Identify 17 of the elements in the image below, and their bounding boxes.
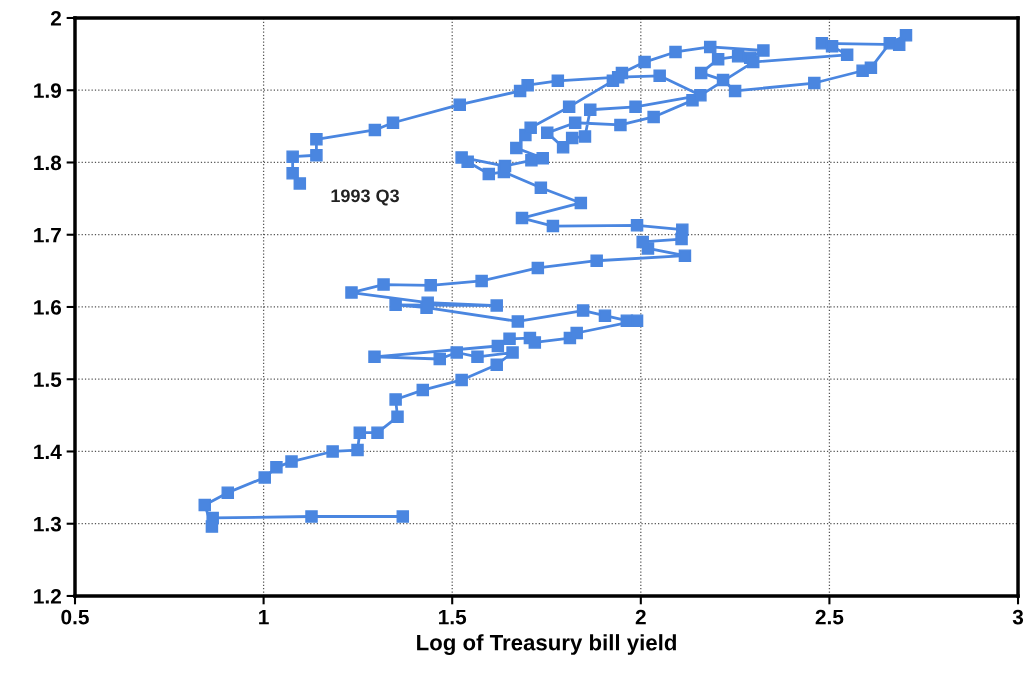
y-tick-label: 1.6 xyxy=(34,299,62,315)
y-tick-label: 1.8 xyxy=(34,155,62,171)
y-tick-label: 1.2 xyxy=(34,588,61,604)
y-tick-label: 1.4 xyxy=(34,444,62,460)
x-tick-label: 0.5 xyxy=(61,609,89,625)
y-tick-label: 1.9 xyxy=(34,83,62,98)
x-tick-label: 1.5 xyxy=(439,609,467,625)
x-tick-label: 3 xyxy=(1012,609,1024,625)
annotation: 1993 Q3 xyxy=(331,189,399,206)
x-tick-label: 2.5 xyxy=(815,609,844,625)
y-tick-label: 1.5 xyxy=(34,372,62,387)
y-tick-label: 1.7 xyxy=(34,227,61,243)
x-tick-label: 1 xyxy=(259,609,269,625)
x-axis-title: Log of Treasury bill yield xyxy=(417,634,676,655)
y-tick-label: 2 xyxy=(50,10,61,26)
y-tick-label: 1.3 xyxy=(34,516,62,532)
x-tick-label: 2 xyxy=(635,609,646,625)
